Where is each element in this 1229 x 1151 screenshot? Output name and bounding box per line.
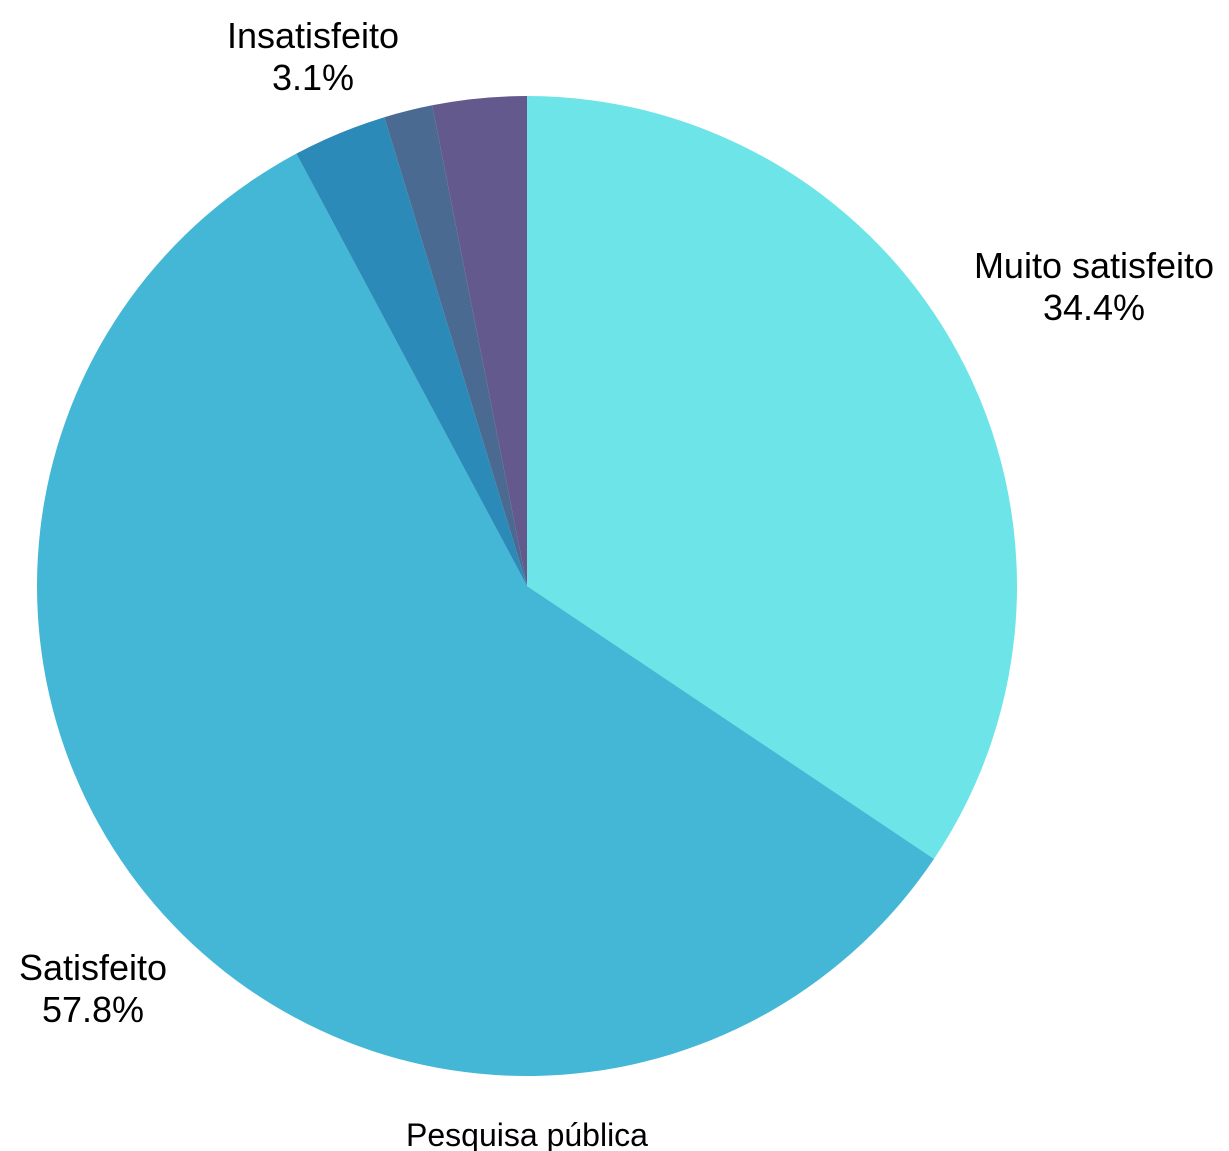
slice-label-name: Insatisfeito [227,15,399,56]
pie-slice-3 [384,105,527,586]
slice-label-name: Muito satisfeito [974,245,1214,286]
pie-slice-2 [296,117,527,587]
slice-label-value: 3.1% [272,57,354,98]
chart-xlabel: Pesquisa pública [406,1117,648,1151]
pie-slice-muito-satisfeito [527,96,1017,859]
slice-label-value: 34.4% [1043,287,1145,328]
pie-slice-insatisfeito [432,96,527,586]
slice-label-name: Satisfeito [19,947,167,988]
slice-label-value: 57.8% [42,989,144,1030]
pie-slices [36,96,1017,1077]
pie-slice-satisfeito [36,153,934,1077]
